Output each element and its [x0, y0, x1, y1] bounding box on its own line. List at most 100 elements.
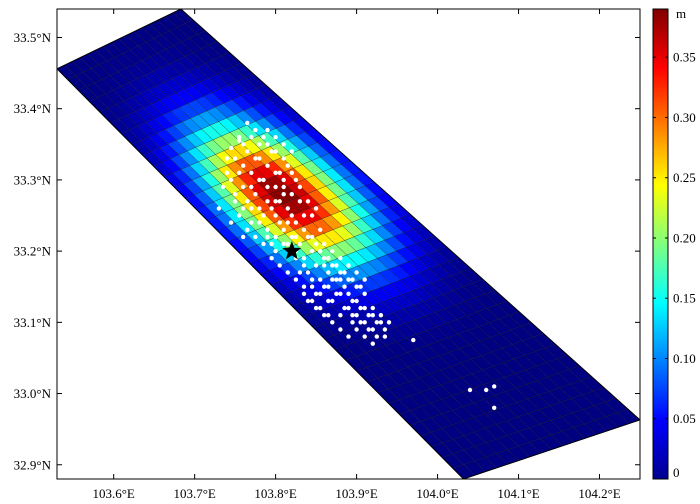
slip-cell — [496, 435, 519, 450]
slip-cell — [176, 136, 196, 152]
slip-cell — [313, 324, 335, 339]
slip-cell — [362, 305, 384, 321]
slip-cell — [506, 402, 529, 418]
slip-cell — [272, 110, 294, 125]
slip-cell — [196, 63, 217, 78]
slip-cell — [226, 161, 247, 176]
slip-cell — [314, 171, 335, 187]
slip-cell — [463, 283, 486, 298]
slip-cell — [249, 183, 270, 198]
aftershock-point — [301, 227, 307, 232]
slip-cell — [387, 356, 409, 371]
slip-cell — [245, 73, 266, 89]
aftershock-point — [273, 199, 278, 204]
slip-cell — [308, 142, 330, 158]
aftershock-point — [241, 206, 246, 211]
slip-cell — [124, 97, 144, 112]
aftershock-point — [346, 334, 351, 339]
slip-cell — [111, 38, 131, 54]
slip-cell — [201, 125, 222, 140]
aftershock-point — [265, 234, 270, 240]
slip-cell — [209, 41, 230, 56]
aftershock-point — [334, 263, 339, 268]
slip-cell — [528, 424, 552, 439]
aftershock-point — [411, 337, 416, 343]
slip-cell — [97, 93, 116, 109]
slip-cell — [115, 100, 136, 116]
slip-cell — [170, 154, 190, 170]
slip-cell — [157, 16, 178, 32]
slip-cell — [430, 399, 453, 414]
slip-cell — [305, 175, 326, 190]
aftershock-point — [305, 270, 311, 275]
slip-cell — [163, 173, 184, 188]
slip-cell — [606, 412, 629, 428]
slip-cell — [78, 86, 98, 102]
slip-cell — [190, 114, 211, 130]
slip-cell — [344, 174, 366, 190]
slip-cell — [365, 349, 388, 364]
slip-cell — [280, 277, 301, 292]
slip-cell — [232, 95, 253, 111]
slip-cell — [135, 107, 155, 123]
slip-cell — [476, 308, 499, 323]
colorbar-unit-label: m — [676, 6, 686, 21]
slip-cell — [396, 247, 418, 262]
slip-cell — [415, 316, 437, 331]
aftershock-point — [273, 135, 278, 140]
slip-cell — [349, 203, 371, 219]
slip-cell — [204, 139, 225, 155]
slip-cell — [308, 266, 330, 281]
aftershock-point — [322, 256, 327, 261]
slip-cell — [436, 323, 459, 338]
slip-cell — [275, 171, 297, 187]
slip-cell — [322, 305, 344, 321]
slip-cell — [292, 302, 313, 318]
slip-cell — [461, 373, 484, 389]
slip-cell — [491, 348, 514, 363]
slip-cell — [512, 340, 535, 356]
colorbar-tick-label: 0 — [673, 465, 680, 480]
aftershock-point — [305, 298, 311, 304]
slip-cell — [255, 117, 276, 133]
slip-cell — [220, 85, 241, 100]
aftershock-point — [232, 199, 238, 204]
slip-cell — [505, 388, 528, 403]
slip-cell — [455, 301, 477, 316]
slip-cell — [324, 334, 346, 350]
slip-cell — [153, 67, 173, 83]
aftershock-point — [305, 199, 311, 204]
slip-cell — [189, 34, 210, 49]
slip-cell — [560, 398, 584, 414]
aftershock-point — [249, 170, 254, 175]
slip-cell — [474, 428, 497, 443]
slip-cell — [91, 64, 111, 80]
slip-cell — [452, 435, 475, 451]
aftershock-point — [326, 256, 331, 261]
slip-cell — [440, 381, 463, 396]
slip-cell — [289, 197, 311, 212]
slip-cell — [161, 158, 182, 174]
slip-cell — [504, 373, 527, 389]
aftershock-point — [330, 248, 335, 254]
slip-cell — [430, 384, 452, 400]
slip-cell — [604, 398, 628, 413]
aftershock-point — [224, 170, 230, 175]
aftershock-point — [382, 327, 388, 332]
slip-cell — [193, 48, 214, 64]
slip-cell — [344, 236, 366, 252]
slip-cell — [382, 298, 404, 313]
slip-cell — [484, 409, 507, 425]
aftershock-point — [301, 256, 307, 261]
aftershock-point — [273, 184, 278, 190]
slip-cell — [224, 66, 246, 82]
slip-cell — [208, 74, 229, 89]
slip-cell — [215, 103, 236, 118]
slip-cell — [583, 405, 607, 421]
slip-cell — [458, 330, 480, 345]
y-tick-label: 33.4°N — [14, 101, 52, 116]
aftershock-point — [297, 199, 303, 204]
slip-cell — [509, 311, 532, 327]
aftershock-point — [273, 248, 278, 254]
slip-cell — [377, 374, 399, 389]
